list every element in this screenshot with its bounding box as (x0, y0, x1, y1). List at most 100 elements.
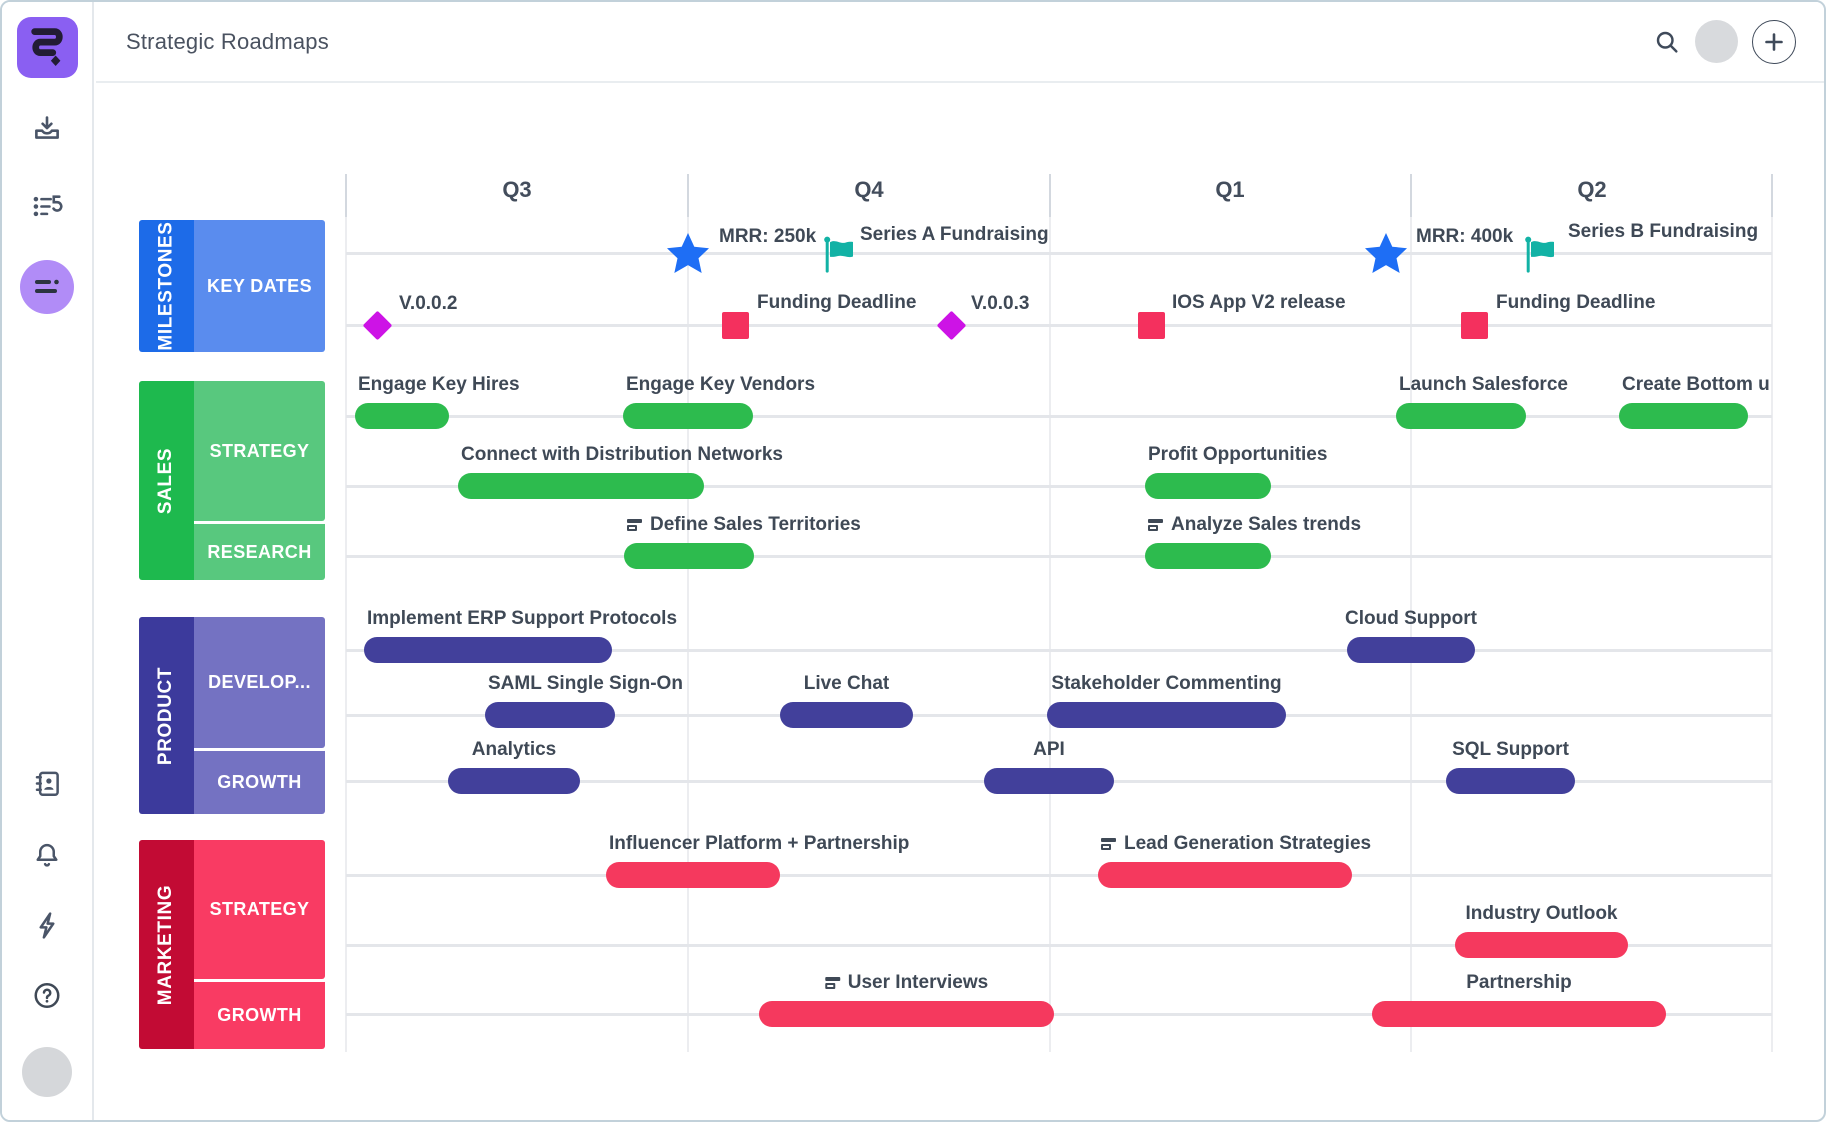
group-name: PRODUCT (155, 666, 177, 765)
bar-label: Launch Salesforce (1399, 372, 1568, 398)
bar-label-text: SQL Support (1452, 739, 1569, 760)
section-label: GROWTH (217, 1005, 302, 1025)
logo-glyph-icon (27, 22, 69, 73)
bar-label: API (1033, 737, 1065, 763)
bar-label-text: Define Sales Territories (650, 514, 861, 535)
bar-label-text: Analytics (471, 739, 557, 760)
section-label: RESEARCH (207, 541, 312, 562)
items-list-icon[interactable] (31, 192, 63, 227)
milestone-star-icon[interactable] (667, 233, 709, 278)
group-name: MARKETING (155, 884, 177, 1005)
column-gridline (345, 217, 347, 1052)
column-tick (345, 174, 347, 217)
milestone-flag-icon[interactable] (1524, 236, 1564, 281)
roadmap-bar[interactable] (1372, 1001, 1666, 1027)
group-section[interactable]: GROWTH (194, 748, 325, 814)
roadmap-bar[interactable] (623, 403, 753, 429)
quarter-label: Q3 (502, 177, 532, 202)
group-strip[interactable]: PRODUCT (139, 617, 194, 814)
roadmap-bar[interactable] (1347, 637, 1475, 663)
milestone-label: V.0.0.3 (971, 293, 1030, 314)
section-label: STRATEGY (209, 440, 310, 461)
roadmap-bar[interactable] (1145, 543, 1271, 569)
sub-items-icon (627, 518, 643, 532)
roadmap-bar[interactable] (606, 862, 780, 888)
bar-label: Engage Key Vendors (626, 372, 815, 398)
milestone-square-icon[interactable] (1137, 311, 1165, 339)
app-logo[interactable] (17, 17, 78, 78)
roadmap-bar[interactable] (1619, 403, 1748, 429)
group-strip[interactable]: SALES (139, 381, 194, 580)
notifications-icon[interactable] (32, 840, 62, 875)
bar-label: Connect with Distribution Networks (461, 442, 783, 468)
timeline-view-icon[interactable] (20, 260, 74, 314)
roadmap-bar[interactable] (458, 473, 704, 499)
milestone-square-icon[interactable] (721, 311, 749, 339)
group-section[interactable]: STRATEGY (194, 381, 325, 521)
bar-label-text: Lead Generation Strategies (1124, 833, 1372, 854)
bar-label: Stakeholder Commenting (1051, 671, 1281, 697)
quarter-label: Q4 (854, 177, 884, 202)
roadmap-bar[interactable] (1396, 403, 1526, 429)
group-strip[interactable]: MARKETING (139, 840, 194, 1049)
milestone-flag-icon[interactable] (823, 236, 863, 281)
roadmap-bar[interactable] (1047, 702, 1286, 728)
user-avatar[interactable] (1695, 20, 1738, 63)
roadmap-bar[interactable] (780, 702, 913, 728)
roadmap-bar[interactable] (1098, 862, 1352, 888)
roadmap-bar[interactable] (624, 543, 754, 569)
group-section[interactable]: KEY DATES (194, 220, 325, 352)
group-section[interactable]: STRATEGY (194, 840, 325, 979)
roadmap-bar[interactable] (1145, 473, 1271, 499)
milestone-label: Series B Fundraising (1568, 221, 1759, 242)
milestone-label: MRR: 250k (719, 226, 817, 247)
contacts-icon[interactable] (32, 769, 62, 804)
group-section[interactable]: GROWTH (194, 979, 325, 1049)
export-icon[interactable] (32, 113, 62, 148)
add-button[interactable] (1752, 19, 1796, 64)
sidebar-user-avatar[interactable] (22, 1047, 72, 1097)
milestone-label: Funding Deadline (757, 292, 917, 313)
bar-label: Analyze Sales trends (1148, 512, 1361, 538)
group-section[interactable]: RESEARCH (194, 521, 325, 580)
section-label: STRATEGY (209, 899, 310, 919)
bar-label-text: Industry Outlook (1465, 903, 1618, 924)
bar-label: Profit Opportunities (1148, 442, 1327, 468)
bar-label-text: Connect with Distribution Networks (461, 444, 783, 465)
roadmap-bar[interactable] (485, 702, 615, 728)
bar-label: Partnership (1466, 970, 1572, 996)
roadmap-bar[interactable] (984, 768, 1114, 794)
bar-label-text: Profit Opportunities (1148, 444, 1328, 465)
activity-icon[interactable] (33, 911, 61, 946)
search-icon[interactable] (1653, 28, 1681, 56)
help-icon[interactable] (32, 981, 62, 1016)
milestone-label: Funding Deadline (1496, 292, 1656, 313)
group-section[interactable]: DEVELOP... (194, 617, 325, 748)
roadmap-bar[interactable] (759, 1001, 1054, 1027)
roadmap-bar[interactable] (1455, 932, 1628, 958)
row-gridline (346, 874, 1772, 877)
quarter-label: Q2 (1577, 177, 1607, 202)
row-gridline (346, 555, 1772, 558)
bar-label: Create Bottom u (1622, 372, 1770, 398)
milestone-diamond-icon[interactable] (936, 310, 966, 340)
roadmap-bar[interactable] (448, 768, 580, 794)
bar-label-text: SAML Single Sign-On (488, 673, 683, 694)
roadmap-bar[interactable] (364, 637, 612, 663)
bar-label-text: Create Bottom u (1622, 374, 1770, 395)
bar-label: SQL Support (1452, 737, 1569, 763)
bar-label-text: Launch Salesforce (1399, 374, 1568, 395)
bar-label: Analytics (472, 737, 556, 763)
sub-items-icon (824, 976, 841, 990)
group-strip[interactable]: MILESTONES (139, 220, 194, 352)
milestone-label: V.0.0.2 (399, 293, 458, 314)
milestone-star-icon[interactable] (1365, 233, 1407, 278)
milestone-square-icon[interactable] (1460, 311, 1488, 339)
roadmap-bar[interactable] (1446, 768, 1575, 794)
sidebar (2, 2, 94, 1120)
roadmap-bar[interactable] (355, 403, 449, 429)
row-gridline (346, 944, 1772, 947)
bar-label-text: Cloud Support (1345, 608, 1477, 629)
milestone-diamond-icon[interactable] (362, 310, 392, 340)
